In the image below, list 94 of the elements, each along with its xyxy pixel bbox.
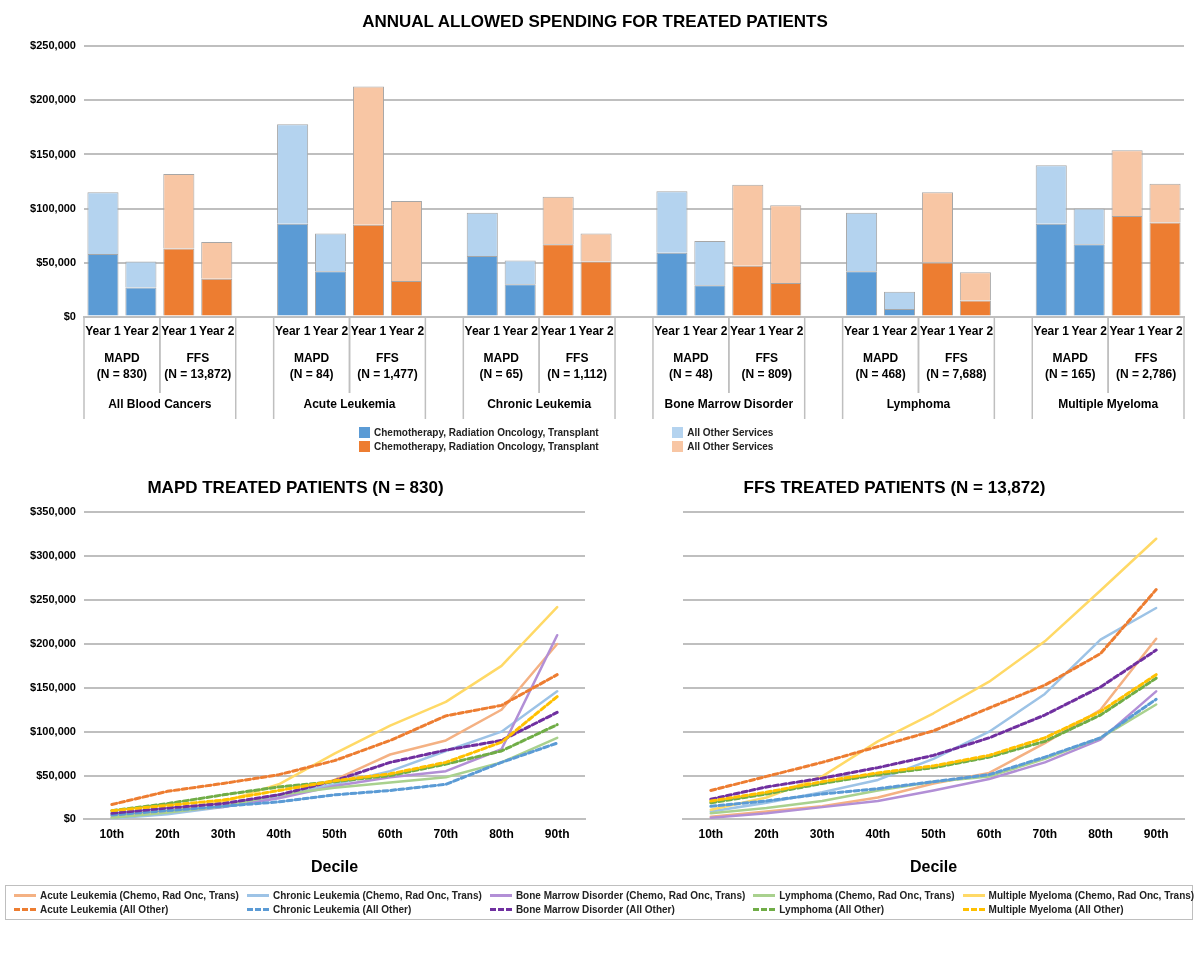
x-tick-label: Year 2 [768,324,804,339]
x-tick-label: 20th [155,826,180,841]
chart-title: ANNUAL ALLOWED SPENDING FOR TREATED PATIENTS [362,11,828,31]
text: FFS (N = 7,688) [926,351,987,382]
x-tick-label: 50th [322,826,347,841]
y-tick-label: $50,000 [36,255,76,268]
legend-label: All Other Services [687,441,774,452]
legend-label: Chemotherapy, Radiation Oncology, Transplant [374,441,599,452]
legend-label: Bone Marrow Disorder (All Other) [515,904,675,915]
y-tick-label: $0 [63,309,76,322]
y-tick-label: $200,000 [30,637,76,649]
text: MAPD (N = 468) [855,351,906,382]
x-tick-label: Year 2 [388,324,425,339]
x-tick-label: Year 2 [1147,324,1184,339]
y-tick-label: $250,000 [30,39,76,52]
x-tick-label: Year 1 [274,324,311,339]
y-tick-label: $150,000 [30,147,76,160]
y-tick-label: $150,000 [30,680,76,693]
x-tick-label: 90th [1143,826,1169,841]
y-tick-label: $350,000 [30,505,76,518]
legend-label: Multiple Myeloma (Chemo, Rad Onc, Trans) [988,890,1195,901]
legend-label: Chronic Leukemia (Chemo, Rad Onc, Trans) [272,890,482,901]
x-tick-label: Year 2 [312,324,349,339]
x-tick-label: Year 2 [881,324,918,339]
legend-label: Lymphoma (Chemo, Rad Onc, Trans) [779,890,955,901]
x-tick-label: Year 1 [464,324,501,339]
y-tick-label: $100,000 [30,201,76,214]
y-tick-label: $300,000 [30,549,76,562]
x-tick-label: Year 2 [502,324,539,339]
text: MAPD (N = 830) [96,351,148,382]
x-tick-label: Year 1 [1033,324,1070,339]
x-tick-label: Year 2 [578,324,615,339]
text: FFS (N = 1,477) [357,351,418,382]
x-tick-label: 60th [377,826,403,841]
text: MAPD (N = 48) [669,351,713,382]
x-tick-label: Year 2 [199,324,235,339]
text: Multiple Myeloma [1058,397,1159,412]
text: Lymphoma [886,397,951,412]
x-tick-label: 90th [544,826,570,841]
x-tick-label: 40th [266,826,292,841]
text: FFS (N = 13,872) [164,351,232,382]
x-tick-label: Year 1 [540,324,577,339]
x-tick-label: Year 2 [957,324,994,339]
line-series [110,673,559,806]
x-tick-label: 30th [210,826,236,841]
legend-label: Bone Marrow Disorder (Chemo, Rad Onc, Trans) [515,890,746,901]
chart-title: FFS TREATED PATIENTS (N = 13,872) [743,477,1046,497]
text: Acute Leukemia [303,397,396,412]
x-axis-title: Decile [310,857,359,875]
text: FFS (N = 1,112) [547,351,607,382]
x-tick-label: 40th [865,826,891,841]
x-tick-label: Year 1 [161,324,197,339]
y-tick-label: $50,000 [36,768,76,781]
x-tick-label: 60th [976,826,1002,841]
y-tick-label: $250,000 [30,593,76,606]
text: FFS (N = 809) [741,351,792,382]
legend-label: Lymphoma (All Other) [779,904,884,915]
x-tick-label: Year 1 [1109,324,1146,339]
x-tick-label: Year 1 [654,324,690,339]
x-tick-label: 10th [99,826,125,841]
x-tick-label: Year 1 [919,324,956,339]
y-tick-label: $200,000 [30,93,76,106]
x-tick-label: Year 1 [350,324,387,339]
legend-label: All Other Services [687,427,774,438]
text: Chronic Leukemia [487,397,592,412]
text: MAPD (N = 65) [479,351,524,382]
legend-label: Multiple Myeloma (All Other) [988,904,1124,915]
text: All Blood Cancers [108,397,212,412]
x-tick-label: 70th [433,826,459,841]
text: FFS (N = 2,786) [1115,351,1177,382]
x-tick-label: 30th [809,826,835,841]
legend-label: Acute Leukemia (All Other) [40,904,169,915]
x-tick-label: Year 2 [692,324,728,339]
chart-title: MAPD TREATED PATIENTS (N = 830) [147,477,444,497]
x-tick-label: 80th [489,826,514,841]
x-tick-label: 70th [1032,826,1058,841]
x-tick-label: 80th [1088,826,1113,841]
x-tick-label: Year 1 [843,324,880,339]
y-tick-label: $0 [63,812,76,825]
x-tick-label: Year 1 [730,324,766,339]
legend-label: Chronic Leukemia (All Other) [272,904,412,915]
x-tick-label: 50th [921,826,946,841]
y-tick-label: $100,000 [30,724,76,737]
x-tick-label: 10th [698,826,724,841]
legend-label: Acute Leukemia (Chemo, Rad Onc, Trans) [40,890,239,901]
legend-label: Chemotherapy, Radiation Oncology, Transplant [374,427,599,438]
text: MAPD (N = 165) [1045,351,1096,382]
x-tick-label: Year 2 [1071,324,1108,339]
x-tick-label: Year 1 [85,324,121,339]
x-axis-title: Decile [909,857,958,875]
text: MAPD (N = 84) [289,351,334,382]
x-tick-label: 20th [754,826,779,841]
text: Bone Marrow Disorder [664,397,794,412]
x-tick-label: Year 2 [123,324,159,339]
